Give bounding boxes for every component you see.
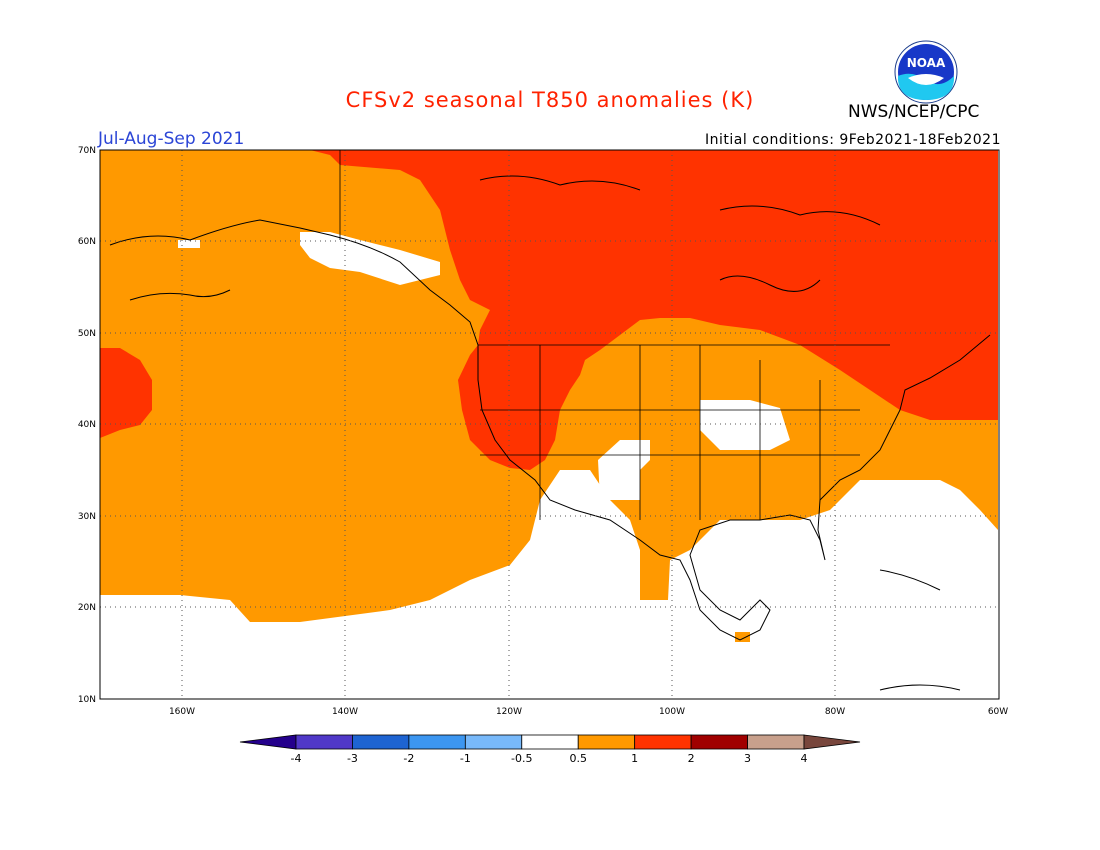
lon-label: 160W [169, 707, 195, 717]
near-normal-patch-alaska [300, 232, 440, 285]
period-label: Jul-Aug-Sep 2021 [98, 129, 245, 149]
colorbar-segment [690, 734, 748, 750]
colorbar-label: -1 [459, 752, 471, 765]
lat-label: 40N [78, 420, 96, 430]
colorbar-segment [352, 734, 410, 750]
agency-label: NWS/NCEP/CPC [848, 102, 980, 122]
near-normal-patch-plains [700, 400, 790, 450]
anomaly-red-pacific-region [100, 348, 152, 438]
lat-label: 60N [78, 237, 96, 247]
colorbar-label: 2 [687, 752, 695, 765]
colorbar-segment [577, 734, 636, 750]
colorbar-label: -4 [290, 752, 302, 765]
colorbar-segment [521, 734, 579, 750]
colorbar-segment [464, 734, 523, 750]
lon-axis: 160W 140W 120W 100W 80W 60W [169, 707, 1008, 717]
political-borders [339, 150, 890, 520]
colorbar-segment [408, 734, 466, 750]
lon-label: 80W [825, 707, 845, 717]
lon-label: 140W [332, 707, 358, 717]
anomaly-orange-patch-central-america [735, 632, 750, 642]
lat-label: 30N [78, 512, 96, 522]
near-normal-patch-bering [178, 240, 200, 248]
colorbar-segment [803, 734, 861, 750]
colorbar-segment [295, 734, 353, 750]
lat-label: 10N [78, 695, 96, 705]
colorbar [239, 734, 861, 750]
lat-axis: 70N 60N 50N 40N 30N 20N 10N [78, 146, 96, 705]
map-frame [99, 149, 1000, 700]
colorbar-segment [239, 734, 297, 750]
anomaly-red-north-region [310, 150, 998, 470]
colorbar-segment [747, 734, 805, 750]
colorbar-label: -0.5 [511, 752, 533, 765]
noaa-logo: NOAA [894, 40, 958, 104]
lon-label: 100W [659, 707, 685, 717]
colorbar-label: 1 [631, 752, 639, 765]
colorbar-segment [634, 734, 692, 750]
colorbar-label: 4 [800, 752, 808, 765]
lon-label: 60W [988, 707, 1008, 717]
lon-label: 120W [496, 707, 522, 717]
noaa-logo-text: NOAA [907, 56, 946, 70]
colorbar-label: -2 [403, 752, 415, 765]
initial-conditions-label: Initial conditions: 9Feb2021-18Feb2021 [705, 132, 1001, 148]
colorbar-label: -3 [346, 752, 358, 765]
colorbar-label: 3 [744, 752, 752, 765]
map-title: CFSv2 seasonal T850 anomalies (K) [345, 88, 755, 112]
lat-label: 20N [78, 603, 96, 613]
colorbar-label: 0.5 [569, 752, 587, 765]
lat-label: 50N [78, 329, 96, 339]
lat-label: 70N [78, 146, 96, 156]
